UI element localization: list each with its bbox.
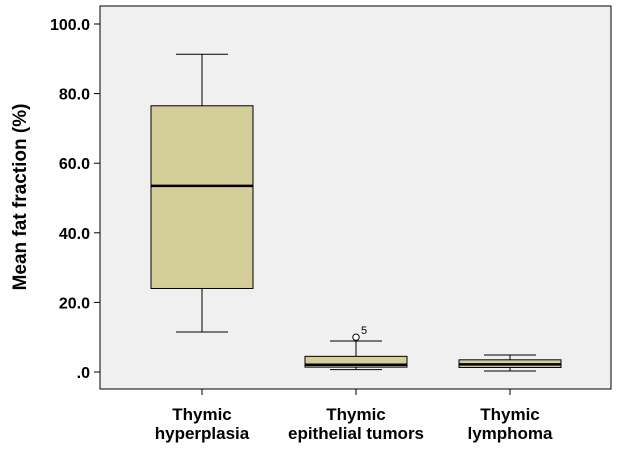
x-category-label: epithelial tumors xyxy=(288,424,424,443)
box-group xyxy=(458,354,562,372)
y-tick-label: 60.0 xyxy=(59,156,90,173)
y-tick-label: .0 xyxy=(77,365,90,382)
x-category-label: Thymic xyxy=(326,405,386,424)
y-tick-label: 40.0 xyxy=(59,226,90,243)
y-axis: .0 20.0 40.0 60.0 80.0 100.0 xyxy=(50,17,100,382)
y-tick-label: 80.0 xyxy=(59,87,90,104)
x-category-label: Thymic xyxy=(480,405,540,424)
y-tick-label: 100.0 xyxy=(50,17,90,34)
x-category-label: Thymic xyxy=(172,405,232,424)
box-group xyxy=(150,53,254,333)
outlier-label: 5 xyxy=(361,325,367,337)
y-axis-title: Mean fat fraction (%) xyxy=(10,104,31,291)
iqr-box xyxy=(150,105,254,289)
boxes: 5 xyxy=(150,53,562,372)
box-group: 5 xyxy=(304,325,408,371)
outlier-point xyxy=(352,333,360,341)
x-category-label: lymphoma xyxy=(467,424,553,443)
iqr-box xyxy=(304,355,408,368)
x-category-label: hyperplasia xyxy=(155,424,250,443)
y-tick-label: 20.0 xyxy=(59,295,90,312)
